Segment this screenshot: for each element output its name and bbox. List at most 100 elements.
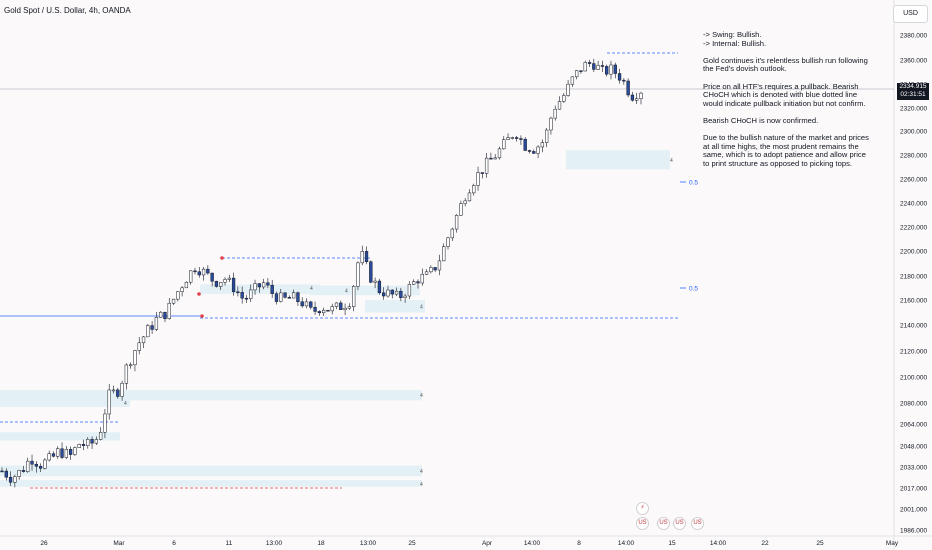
candle-body bbox=[364, 251, 369, 262]
candle-body bbox=[635, 98, 639, 101]
candle-body bbox=[17, 470, 21, 477]
candle-body bbox=[429, 267, 433, 273]
candle-body bbox=[214, 280, 219, 287]
order-block-zone bbox=[310, 285, 420, 296]
candle-body bbox=[334, 302, 339, 307]
candle-body bbox=[609, 64, 613, 75]
candle-body bbox=[540, 142, 545, 148]
candle-body bbox=[313, 307, 317, 312]
note-paragraph: Due to the bullish nature of the market … bbox=[703, 134, 883, 168]
candle-body bbox=[382, 292, 386, 297]
candle-body bbox=[8, 476, 13, 483]
candle-body bbox=[120, 382, 124, 397]
bar-countdown: 02:31:51 bbox=[900, 91, 926, 98]
candle-body bbox=[352, 286, 356, 307]
candle-body bbox=[420, 274, 424, 284]
candle-body bbox=[489, 157, 493, 160]
candle-body bbox=[253, 283, 257, 291]
us-flag-icon[interactable]: US bbox=[691, 517, 704, 530]
x-tick-label: 14:00 bbox=[524, 540, 541, 547]
fib-label: 0.5 bbox=[689, 180, 698, 187]
candle-body bbox=[249, 289, 253, 299]
candle-body bbox=[600, 65, 605, 67]
y-tick-label: 2017.000 bbox=[900, 486, 927, 493]
candle-body bbox=[596, 65, 600, 70]
candle-body bbox=[68, 449, 73, 455]
candle-body bbox=[347, 306, 352, 309]
swing-point-marker bbox=[197, 292, 201, 296]
analysis-note: -> Swing: Bullish. -> Internal: Bullish.… bbox=[703, 30, 883, 177]
note-line: to print structure as opposed to picking… bbox=[703, 158, 853, 168]
candle-body bbox=[514, 137, 519, 139]
zone-label: 4 bbox=[310, 286, 313, 292]
candle-body bbox=[159, 311, 163, 318]
y-tick-label: 2100.000 bbox=[900, 375, 927, 382]
candle-body bbox=[227, 277, 231, 280]
candle-body bbox=[287, 297, 291, 299]
candle-body bbox=[527, 150, 532, 152]
x-tick-label: 26 bbox=[40, 540, 48, 547]
candle-body bbox=[171, 298, 176, 304]
candle-body bbox=[81, 444, 86, 446]
y-tick-label: 2180.000 bbox=[900, 274, 927, 281]
candle-body bbox=[506, 137, 510, 140]
candle-body bbox=[545, 129, 549, 143]
us-flag-icon[interactable]: US bbox=[657, 517, 670, 530]
candle-body bbox=[266, 282, 270, 286]
x-tick-label: 15 bbox=[668, 540, 676, 547]
candle-body bbox=[223, 279, 227, 283]
order-block-zone bbox=[0, 480, 422, 487]
candle-body bbox=[176, 291, 180, 300]
candle-body bbox=[317, 311, 322, 314]
candle-body bbox=[532, 151, 536, 154]
x-tick-label: 25 bbox=[408, 540, 416, 547]
candle-body bbox=[480, 172, 484, 174]
candle-body bbox=[450, 228, 454, 239]
candle-body bbox=[236, 291, 240, 294]
candle-body bbox=[146, 325, 150, 338]
us-flag-icon[interactable]: US bbox=[673, 517, 686, 530]
currency-button[interactable]: USD bbox=[893, 5, 928, 23]
candle-body bbox=[583, 62, 587, 72]
candle-body bbox=[38, 466, 43, 469]
zone-label: 4 bbox=[420, 469, 423, 475]
candle-body bbox=[437, 260, 442, 271]
candle-body bbox=[257, 283, 261, 288]
candle-body bbox=[502, 139, 506, 150]
order-block-zone bbox=[566, 150, 670, 170]
us-flag-icon[interactable]: US bbox=[636, 517, 649, 530]
candle-body bbox=[103, 413, 107, 433]
candle-body bbox=[184, 281, 189, 289]
x-tick-label: 25 bbox=[816, 540, 824, 547]
x-tick-label: 18 bbox=[317, 540, 325, 547]
candle-body bbox=[613, 64, 617, 74]
candle-body bbox=[94, 439, 98, 444]
candle-body bbox=[244, 297, 249, 300]
candle-body bbox=[390, 289, 394, 295]
candle-body bbox=[21, 470, 26, 472]
y-tick-label: 2080.000 bbox=[900, 401, 927, 408]
candle-body bbox=[167, 302, 171, 320]
y-tick-label: 2001.000 bbox=[900, 507, 927, 514]
zone-label: 4 bbox=[124, 401, 127, 407]
candle-body bbox=[519, 138, 523, 140]
candle-body bbox=[279, 292, 283, 302]
candle-body bbox=[150, 325, 154, 330]
candle-body bbox=[296, 292, 300, 302]
candle-body bbox=[321, 309, 326, 314]
candle-body bbox=[206, 268, 210, 274]
note-line: -> Swing: Bullish. bbox=[703, 30, 762, 39]
lightning-icon[interactable]: ⚡ bbox=[636, 502, 649, 515]
candle-body bbox=[339, 302, 343, 310]
candle-body bbox=[51, 453, 56, 457]
candle-body bbox=[394, 290, 399, 295]
candle-body bbox=[510, 137, 514, 139]
candle-body bbox=[407, 284, 412, 297]
candle-body bbox=[210, 272, 214, 282]
candle-body bbox=[193, 270, 197, 273]
candle-body bbox=[553, 108, 557, 119]
candle-body bbox=[566, 83, 570, 96]
note-line: Gold continues it's relentless bullish r… bbox=[703, 55, 868, 65]
